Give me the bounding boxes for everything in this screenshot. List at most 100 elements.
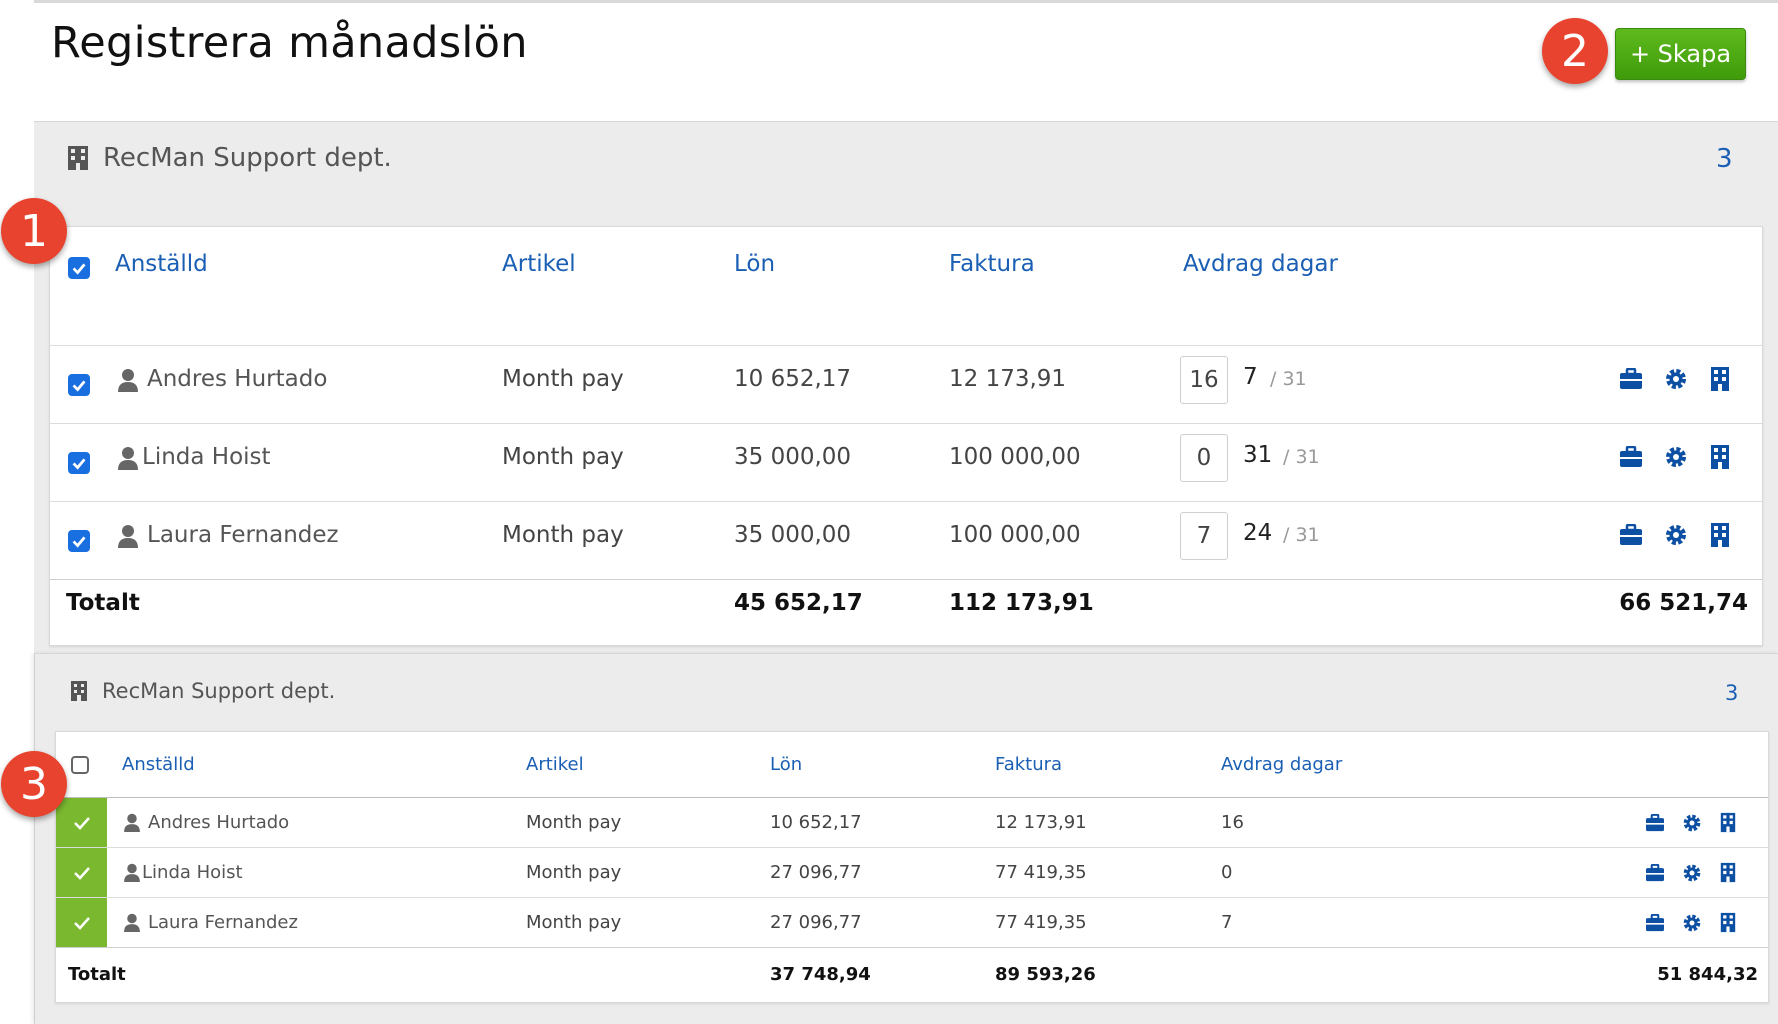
select-all-checkbox[interactable] (68, 257, 90, 279)
column-header-invoice[interactable]: Faktura (995, 754, 1063, 775)
divider (50, 345, 1762, 346)
total-salary: 37 748,94 (770, 964, 871, 985)
select-all-checkbox[interactable] (71, 756, 89, 774)
row-checkbox[interactable] (68, 530, 90, 552)
department-header: RecMan Support dept. (70, 679, 335, 703)
success-indicator (56, 898, 107, 947)
divider (50, 501, 1762, 502)
building-icon[interactable] (1710, 522, 1730, 548)
deduction-days-value: 0 (1221, 862, 1233, 883)
payroll-table-1: Anställd Artikel Lön Faktura Avdrag daga… (49, 226, 1763, 646)
gear-icon[interactable] (1664, 367, 1688, 391)
department-panel-2: RecMan Support dept. 3 Anställd Artikel … (34, 653, 1778, 1024)
building-icon (71, 681, 87, 701)
gear-icon[interactable] (1664, 523, 1688, 547)
column-header-article[interactable]: Artikel (526, 754, 584, 775)
briefcase-icon[interactable] (1645, 914, 1665, 932)
department-header: RecMan Support dept. (67, 143, 392, 173)
employee-link[interactable]: Laura Fernandez (147, 522, 339, 548)
row-checkbox[interactable] (68, 374, 90, 396)
briefcase-icon[interactable] (1619, 446, 1643, 468)
building-icon[interactable] (1710, 444, 1730, 470)
column-header-invoice[interactable]: Faktura (949, 251, 1035, 277)
worked-days: 31 (1243, 442, 1273, 468)
check-icon (72, 263, 86, 275)
page-title: Registrera månadslön (51, 18, 528, 68)
article-value: Month pay (526, 912, 622, 933)
employee-link[interactable]: Laura Fernandez (148, 912, 298, 933)
gear-icon[interactable] (1664, 445, 1688, 469)
worked-days: 24 (1243, 520, 1273, 546)
divider (56, 897, 1768, 898)
user-icon (118, 447, 138, 470)
left-gutter (0, 0, 34, 1023)
success-indicator (56, 848, 107, 897)
deduction-days-input[interactable]: 7 (1180, 512, 1228, 560)
gear-icon[interactable] (1682, 813, 1702, 833)
employee-count[interactable]: 3 (1716, 144, 1733, 174)
briefcase-icon[interactable] (1645, 814, 1665, 832)
user-icon (124, 913, 140, 932)
building-icon[interactable] (1720, 812, 1736, 833)
divider (56, 947, 1768, 948)
salary-value: 27 096,77 (770, 862, 862, 883)
divider (56, 797, 1768, 798)
row-checkbox[interactable] (68, 452, 90, 474)
employee-link[interactable]: Andres Hurtado (148, 812, 290, 833)
deduction-days-input[interactable]: 0 (1180, 434, 1228, 482)
check-icon (72, 458, 86, 470)
annotation-marker-1: 1 (1, 198, 67, 264)
briefcase-icon[interactable] (1619, 368, 1643, 390)
building-icon[interactable] (1720, 862, 1736, 883)
total-label: Totalt (66, 590, 140, 616)
column-header-salary[interactable]: Lön (770, 754, 803, 775)
gear-icon[interactable] (1682, 863, 1702, 883)
column-header-salary[interactable]: Lön (734, 251, 776, 277)
column-header-article[interactable]: Artikel (502, 251, 576, 277)
deduction-days-value: 7 (1221, 912, 1233, 933)
divider (50, 423, 1762, 424)
create-button[interactable]: + Skapa (1615, 28, 1746, 80)
total-salary: 45 652,17 (734, 590, 863, 616)
gear-icon[interactable] (1682, 913, 1702, 933)
check-icon (73, 816, 90, 830)
check-icon (73, 866, 90, 880)
invoice-value: 12 173,91 (949, 366, 1067, 392)
column-header-deduction-days[interactable]: Avdrag dagar (1221, 754, 1343, 775)
building-icon[interactable] (1720, 912, 1736, 933)
building-icon[interactable] (1710, 366, 1730, 392)
department-panel-1: RecMan Support dept. 3 Anställd Artikel … (34, 121, 1778, 654)
column-header-employee[interactable]: Anställd (122, 754, 195, 775)
invoice-value: 100 000,00 (949, 444, 1081, 470)
column-header-employee[interactable]: Anställd (115, 251, 208, 277)
column-header-deduction-days[interactable]: Avdrag dagar (1183, 251, 1338, 277)
employee-link[interactable]: Linda Hoist (142, 444, 271, 470)
total-label: Totalt (68, 964, 126, 985)
employee-count[interactable]: 3 (1725, 681, 1739, 705)
total-extra: 51 844,32 (1657, 964, 1758, 985)
salary-value: 35 000,00 (734, 522, 852, 548)
divider (56, 847, 1768, 848)
salary-value: 10 652,17 (770, 812, 862, 833)
payroll-table-2: Anställd Artikel Lön Faktura Avdrag daga… (55, 731, 1769, 1003)
invoice-value: 12 173,91 (995, 812, 1087, 833)
user-icon (124, 863, 140, 882)
check-icon (73, 916, 90, 930)
briefcase-icon[interactable] (1645, 864, 1665, 882)
invoice-value: 77 419,35 (995, 862, 1087, 883)
total-invoice: 112 173,91 (949, 590, 1094, 616)
deduction-days-input[interactable]: 16 (1180, 356, 1228, 404)
check-icon (72, 536, 86, 548)
divider (50, 579, 1762, 580)
invoice-value: 100 000,00 (949, 522, 1081, 548)
days-total: / 31 (1283, 446, 1320, 468)
total-invoice: 89 593,26 (995, 964, 1096, 985)
invoice-value: 77 419,35 (995, 912, 1087, 933)
article-value: Month pay (526, 862, 622, 883)
employee-link[interactable]: Linda Hoist (142, 862, 243, 883)
salary-value: 27 096,77 (770, 912, 862, 933)
employee-link[interactable]: Andres Hurtado (147, 366, 328, 392)
user-icon (118, 525, 138, 548)
briefcase-icon[interactable] (1619, 524, 1643, 546)
salary-value: 35 000,00 (734, 444, 852, 470)
